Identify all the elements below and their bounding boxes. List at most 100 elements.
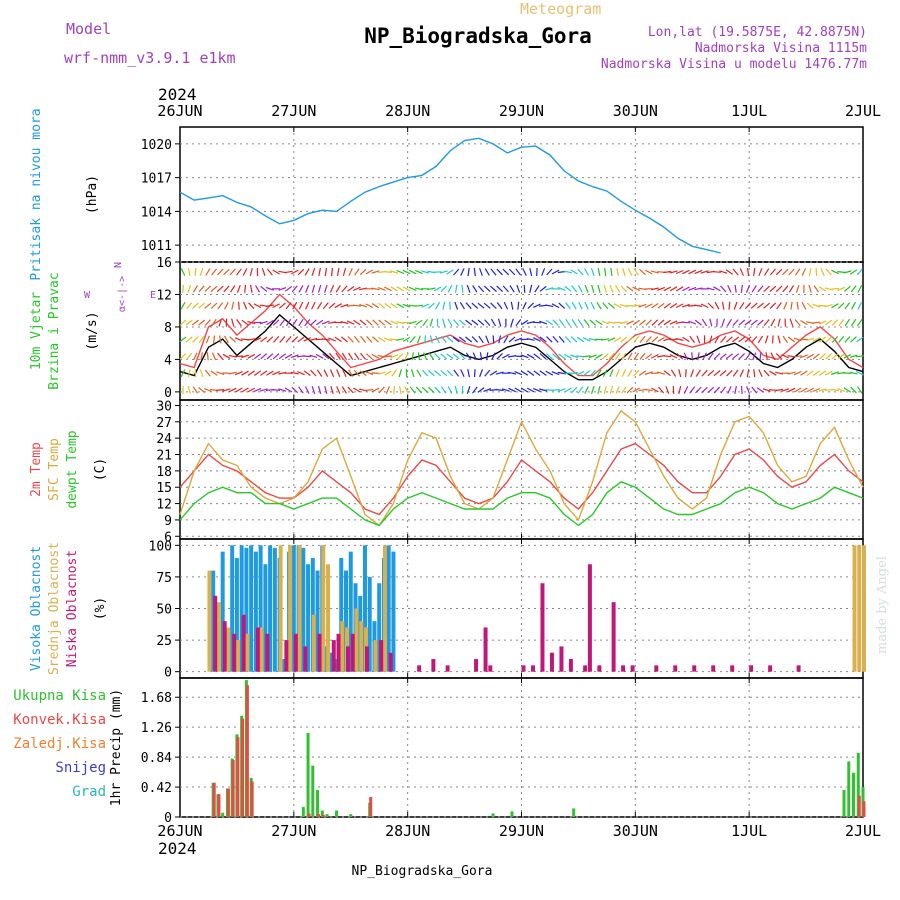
wind-arrow bbox=[551, 371, 560, 376]
wind-arrow bbox=[191, 319, 199, 326]
wind-arrow bbox=[479, 352, 483, 361]
wind-arrow bbox=[616, 267, 619, 277]
wind-arrow bbox=[728, 301, 731, 310]
bar-clouds bbox=[311, 614, 316, 672]
wind-arrow bbox=[377, 286, 386, 291]
wind-arrow bbox=[769, 285, 777, 292]
wind-arrow bbox=[564, 353, 572, 359]
wind-arrow bbox=[347, 336, 354, 343]
wind-arrow bbox=[843, 285, 851, 292]
wind-arrow bbox=[421, 386, 429, 394]
wind-arrow bbox=[775, 353, 783, 360]
wind-arrow bbox=[414, 304, 423, 307]
wind-arrow bbox=[794, 319, 801, 327]
wind-arrow bbox=[198, 302, 206, 309]
wind-arrow bbox=[546, 336, 553, 343]
wind-arrow bbox=[621, 369, 627, 377]
bar-clouds bbox=[232, 633, 237, 672]
wind-arrow bbox=[490, 268, 497, 276]
wind-arrow bbox=[808, 284, 812, 293]
wind-arrow bbox=[609, 284, 614, 293]
bar-clouds bbox=[587, 564, 592, 672]
bar-clouds bbox=[549, 652, 554, 672]
bar-clouds bbox=[265, 633, 270, 672]
wind-arrow bbox=[632, 304, 641, 307]
bar-clouds bbox=[597, 665, 602, 672]
bar-clouds bbox=[317, 633, 322, 672]
wind-arrow bbox=[510, 301, 514, 310]
wind-arrow bbox=[472, 386, 478, 394]
wind-arrow bbox=[701, 318, 708, 327]
bar-clouds bbox=[749, 665, 754, 672]
bar-clouds bbox=[230, 545, 235, 672]
wind-arrow bbox=[311, 284, 316, 293]
bar-clouds bbox=[315, 570, 320, 672]
wind-arrow bbox=[304, 319, 311, 327]
ytick-label-precip: 1.26 bbox=[141, 721, 172, 736]
wind-arrow bbox=[236, 284, 241, 293]
wind-arrow bbox=[565, 318, 571, 327]
wind-arrow bbox=[390, 286, 398, 292]
wind-arrow bbox=[402, 286, 411, 292]
wind-arrow bbox=[818, 320, 827, 325]
bar-clouds bbox=[364, 646, 369, 672]
wind-arrow bbox=[633, 335, 640, 343]
wind-arrow bbox=[510, 318, 514, 327]
wind-arrow bbox=[341, 386, 348, 394]
bar-precip bbox=[250, 781, 254, 817]
wind-arrow bbox=[185, 319, 193, 326]
wind-arrow bbox=[590, 268, 595, 276]
compass-east: E bbox=[150, 290, 156, 301]
wind-arrow bbox=[272, 353, 280, 360]
wind-arrow bbox=[744, 336, 752, 343]
bar-clouds bbox=[621, 665, 626, 672]
wind-arrow bbox=[353, 387, 361, 393]
wind-arrow bbox=[206, 352, 209, 361]
wind-arrow bbox=[837, 271, 846, 273]
wind-arrow bbox=[753, 267, 756, 277]
wind-arrow bbox=[335, 352, 341, 360]
model-elevation-label: Nadmorska Visina u modelu 1476.77m bbox=[601, 57, 867, 72]
wind-arrow bbox=[415, 386, 423, 394]
wind-arrow bbox=[812, 370, 820, 376]
wind-arrow bbox=[303, 337, 312, 342]
wind-arrow bbox=[303, 370, 311, 376]
wind-arrow bbox=[552, 353, 559, 360]
xtick-label-top: 1JUL bbox=[731, 102, 767, 120]
compass-arrow: α<-|-> bbox=[117, 276, 128, 312]
wind-arrow bbox=[794, 268, 801, 276]
wind-arrow bbox=[265, 304, 275, 307]
wind-arrow bbox=[619, 304, 628, 308]
wind-arrow bbox=[186, 352, 193, 360]
wind-arrow bbox=[596, 301, 602, 310]
wind-arrow bbox=[770, 352, 776, 361]
xtick-label-top: 29JUN bbox=[499, 102, 544, 120]
bar-clouds bbox=[483, 627, 488, 672]
wind-arrow bbox=[200, 352, 203, 361]
wind-arrow bbox=[503, 335, 509, 344]
wind-arrow bbox=[254, 285, 261, 293]
wind-arrow bbox=[446, 353, 454, 360]
wind-arrow bbox=[615, 369, 620, 378]
wind-arrow bbox=[620, 285, 628, 293]
wind-arrow bbox=[180, 268, 186, 276]
ytick-label-clouds: 75 bbox=[156, 571, 172, 586]
wind-arrow bbox=[681, 303, 690, 308]
bar-clouds bbox=[730, 665, 735, 672]
wind-arrow bbox=[372, 319, 379, 326]
wind-arrow bbox=[396, 269, 405, 275]
wind-arrow bbox=[818, 286, 827, 292]
wind-arrow bbox=[746, 369, 750, 378]
wind-arrow bbox=[557, 388, 566, 392]
wind-arrow bbox=[644, 303, 653, 309]
bar-precip bbox=[491, 813, 495, 817]
wind-arrow bbox=[669, 286, 678, 292]
wind-arrow bbox=[837, 286, 846, 291]
wind-arrow bbox=[558, 353, 566, 360]
wind-arrow bbox=[787, 336, 796, 343]
wind-arrow bbox=[316, 301, 323, 310]
wind-arrow bbox=[582, 355, 591, 358]
wind-arrow bbox=[309, 354, 318, 358]
wind-arrow bbox=[849, 269, 858, 275]
bar-clouds bbox=[862, 545, 866, 672]
